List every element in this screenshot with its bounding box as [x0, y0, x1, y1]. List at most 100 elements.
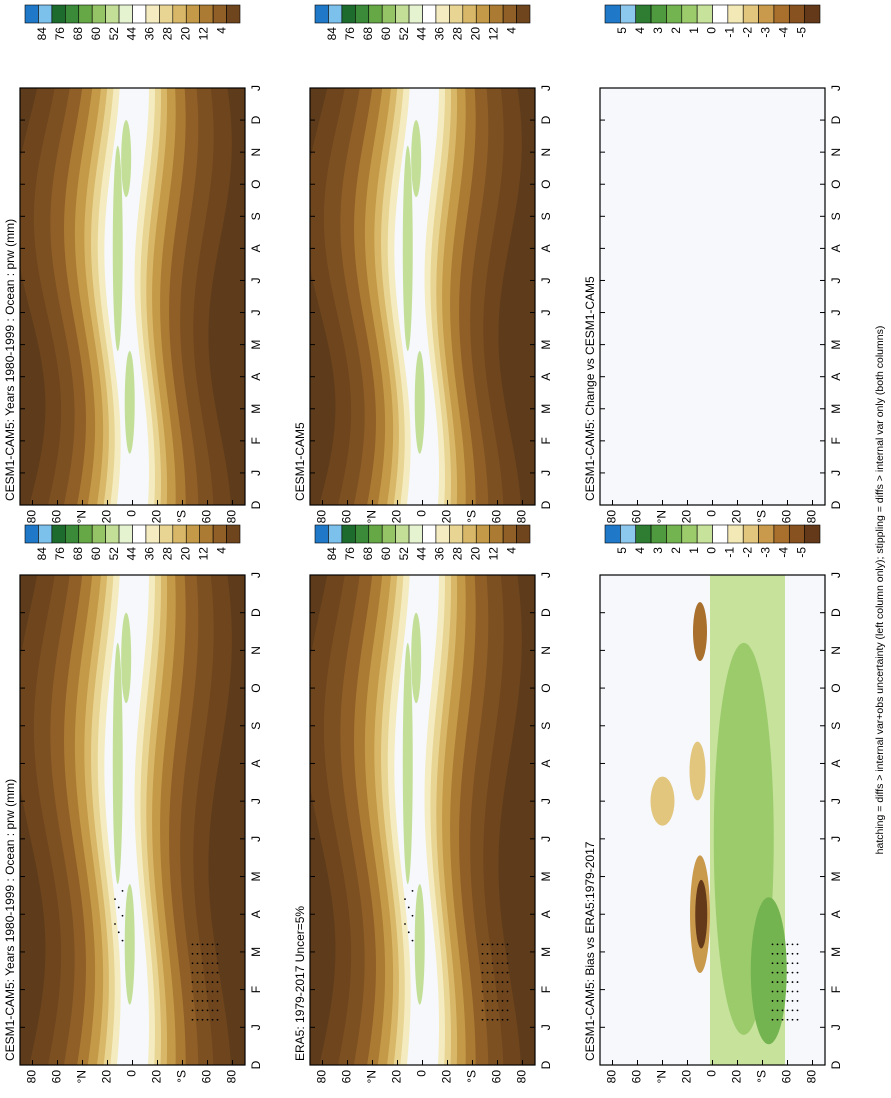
panel-plot — [310, 575, 535, 1065]
month-label: D — [539, 608, 553, 617]
stipple — [191, 990, 194, 993]
stipple — [117, 906, 120, 909]
colorbar-swatch — [462, 524, 477, 544]
lat-label: 80 — [515, 1070, 529, 1084]
lat-label: 80 — [805, 510, 819, 524]
colorbar-swatch — [435, 524, 450, 544]
panel-title: CESM1-CAM5: Change vs CESM1-CAM5 — [583, 276, 597, 501]
contour-band — [411, 612, 422, 704]
stipple — [501, 1018, 504, 1021]
stipple — [201, 981, 204, 983]
stipple — [771, 1009, 774, 1012]
colorbar-swatch — [620, 524, 637, 544]
month-label: S — [539, 212, 553, 220]
stipple — [506, 943, 509, 946]
stipple — [791, 981, 794, 983]
stipple — [196, 1000, 199, 1002]
month-label: A — [829, 910, 843, 918]
colorbar-label: 84 — [325, 547, 339, 561]
month-label: D — [829, 1060, 843, 1069]
contour-band — [112, 642, 123, 885]
colorbar-swatch — [635, 4, 652, 24]
lat-label: 60 — [200, 1070, 214, 1084]
colorbar-swatch — [696, 524, 713, 544]
lat-label: 60 — [50, 510, 64, 524]
lat-label: 60 — [780, 1070, 794, 1084]
lat-label: °N — [655, 510, 669, 523]
lat-label: °N — [365, 510, 379, 523]
colorbar-swatch — [516, 524, 531, 544]
colorbar-swatch — [422, 524, 437, 544]
stipple — [216, 952, 219, 955]
month-label: J — [829, 572, 843, 578]
stipple — [491, 952, 494, 955]
colorbar-label: -2 — [741, 27, 755, 38]
colorbar-swatch — [226, 4, 241, 24]
panel-plot — [600, 575, 825, 1065]
stipple — [796, 962, 799, 965]
stipple — [796, 1000, 799, 1002]
contour-band — [414, 351, 425, 454]
colorbar-label: 4 — [214, 547, 228, 554]
lat-label: 80 — [25, 1070, 39, 1084]
lat-label: 20 — [680, 1070, 694, 1084]
stipple — [496, 981, 499, 983]
month-label: A — [539, 244, 553, 252]
colorbar-label: 60 — [379, 27, 393, 41]
stipple — [196, 962, 199, 965]
stipple — [771, 943, 774, 946]
month-label: O — [249, 683, 263, 692]
month-label: S — [249, 722, 263, 730]
colorbar-swatch — [489, 524, 504, 544]
stipple — [481, 971, 484, 974]
panel-title: ERA5: 1979-2017 Uncer=5% — [293, 906, 307, 1061]
month-label: J — [249, 798, 263, 804]
colorbar-label: -2 — [741, 547, 755, 558]
lat-label: 80 — [225, 1070, 239, 1084]
colorbar-swatch — [449, 524, 464, 544]
stipple — [501, 1000, 504, 1002]
stipple — [216, 1000, 219, 1002]
colorbar-label: 36 — [433, 27, 447, 41]
month-label: F — [249, 986, 263, 993]
stipple — [211, 952, 214, 955]
stipple — [404, 923, 406, 925]
stipple — [776, 962, 779, 965]
colorbar-swatch — [788, 4, 805, 24]
month-label: A — [249, 759, 263, 767]
stipple — [776, 981, 779, 983]
colorbar-label: 36 — [143, 27, 157, 41]
colorbar-swatch — [773, 524, 790, 544]
stipple — [791, 962, 794, 965]
month-label: S — [829, 722, 843, 730]
month-label: D — [829, 500, 843, 509]
stipple — [191, 1009, 194, 1012]
lat-label: 0 — [415, 510, 429, 517]
colorbar-swatch — [24, 4, 39, 24]
panel-title: CESM1-CAM5: Years 1980-1999 : Ocean : pr… — [3, 219, 17, 501]
contour-band — [693, 602, 707, 661]
stipple — [206, 1000, 209, 1002]
stipple — [201, 943, 204, 946]
stipple — [781, 943, 784, 946]
stipple — [211, 962, 214, 965]
colorbar-swatch — [681, 524, 698, 544]
lat-label: 60 — [340, 510, 354, 524]
stipple — [786, 981, 789, 983]
stipple — [496, 1009, 499, 1012]
contour-band — [411, 120, 422, 198]
stipple — [786, 990, 789, 993]
stipple — [796, 943, 799, 946]
stipple — [486, 962, 489, 965]
lat-label: 20 — [390, 510, 404, 524]
stipple — [506, 981, 509, 983]
colorbar-swatch — [328, 4, 343, 24]
colorbar-swatch — [804, 4, 821, 24]
colorbar-swatch — [65, 4, 80, 24]
stipple — [121, 939, 124, 942]
colorbar-swatch — [226, 524, 241, 544]
stipple — [481, 1018, 484, 1021]
colorbar-swatch — [105, 524, 120, 544]
month-label: D — [249, 115, 263, 124]
stipple — [491, 1018, 494, 1021]
